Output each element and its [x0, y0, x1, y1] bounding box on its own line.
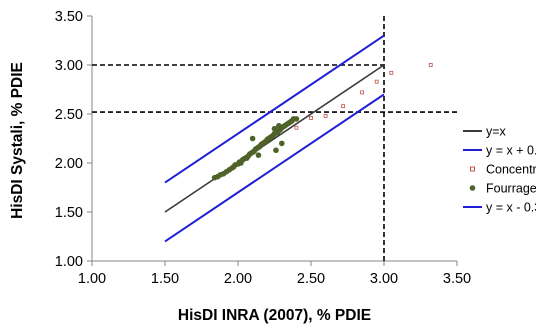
concentres-point	[374, 79, 379, 84]
x-tick-label: 3.00	[370, 271, 398, 287]
fourrages-point	[262, 138, 269, 145]
legend-label: Concentrés	[486, 163, 536, 177]
legend-swatch-square	[470, 166, 475, 172]
legend-item-concentres: Concentrés	[470, 163, 536, 177]
legend-swatch-circle	[469, 185, 476, 191]
y-axis-title: HisDI Systali, % PDIE	[9, 62, 26, 219]
legend-item-y-x-0-3: y = x + 0.3	[463, 144, 536, 158]
data-points	[211, 63, 433, 181]
fourrages-point	[276, 122, 282, 129]
legend-item-y-x: y=x	[463, 125, 507, 139]
y-tick-label: 1.50	[55, 205, 83, 221]
x-tick-label: 3.50	[443, 271, 471, 287]
concentres-point	[309, 116, 313, 120]
dashed-guides	[92, 16, 457, 261]
y-tick-label: 3.50	[55, 9, 83, 25]
fourrages-point	[249, 135, 256, 142]
reference-line-y-x-0-3	[164, 34, 385, 184]
legend-item-fourrages: Fourrages	[469, 182, 536, 196]
x-axis-title: HisDI INRA (2007), % PDIE	[178, 307, 371, 324]
legend-label: y=x	[486, 125, 507, 139]
x-tick-label: 1.50	[151, 271, 179, 287]
legend-label: Fourrages	[486, 182, 536, 196]
x-tick-label: 1.00	[78, 271, 106, 287]
fourrages-point	[273, 147, 279, 154]
legend: y=x y = x + 0.3 Concentrés Fourrages y = x -…	[463, 125, 536, 215]
concentres-point	[323, 114, 328, 118]
x-tick-label: 2.00	[224, 271, 252, 287]
legend-label: y = x + 0.3	[486, 144, 536, 158]
y-tick-label: 2.50	[55, 107, 83, 123]
reference-lines	[164, 34, 385, 243]
reference-line-y-x-0-3	[164, 93, 385, 243]
x-axis-ticks: 1.00 1.50 2.00 2.50 3.00 3.50	[78, 261, 471, 287]
y-tick-label: 2.00	[55, 156, 83, 172]
fourrages-point	[279, 140, 285, 147]
plot-area: 1.00 1.50 2.00 2.50 3.00 3.50 1.00 1.50 2.00 2.5…	[55, 9, 471, 287]
legend-item-y-x-0-3: y = x - 0.3	[463, 201, 536, 215]
fourrages-point	[293, 116, 300, 122]
fourrages-point	[255, 152, 262, 158]
concentres-point	[360, 90, 365, 95]
concentres-point	[294, 125, 299, 130]
fourrages-point	[271, 125, 278, 132]
legend-label: y = x - 0.3	[486, 201, 536, 215]
concentres-point	[428, 63, 433, 67]
y-tick-label: 1.00	[55, 254, 83, 270]
concentres-point	[341, 104, 346, 109]
reference-line-y-x	[164, 64, 385, 213]
x-tick-label: 2.50	[297, 271, 325, 287]
y-axis-ticks: 1.00 1.50 2.00 2.50 3.00 3.50	[55, 9, 92, 270]
y-tick-label: 3.00	[55, 58, 83, 74]
concentres-point	[389, 70, 394, 75]
